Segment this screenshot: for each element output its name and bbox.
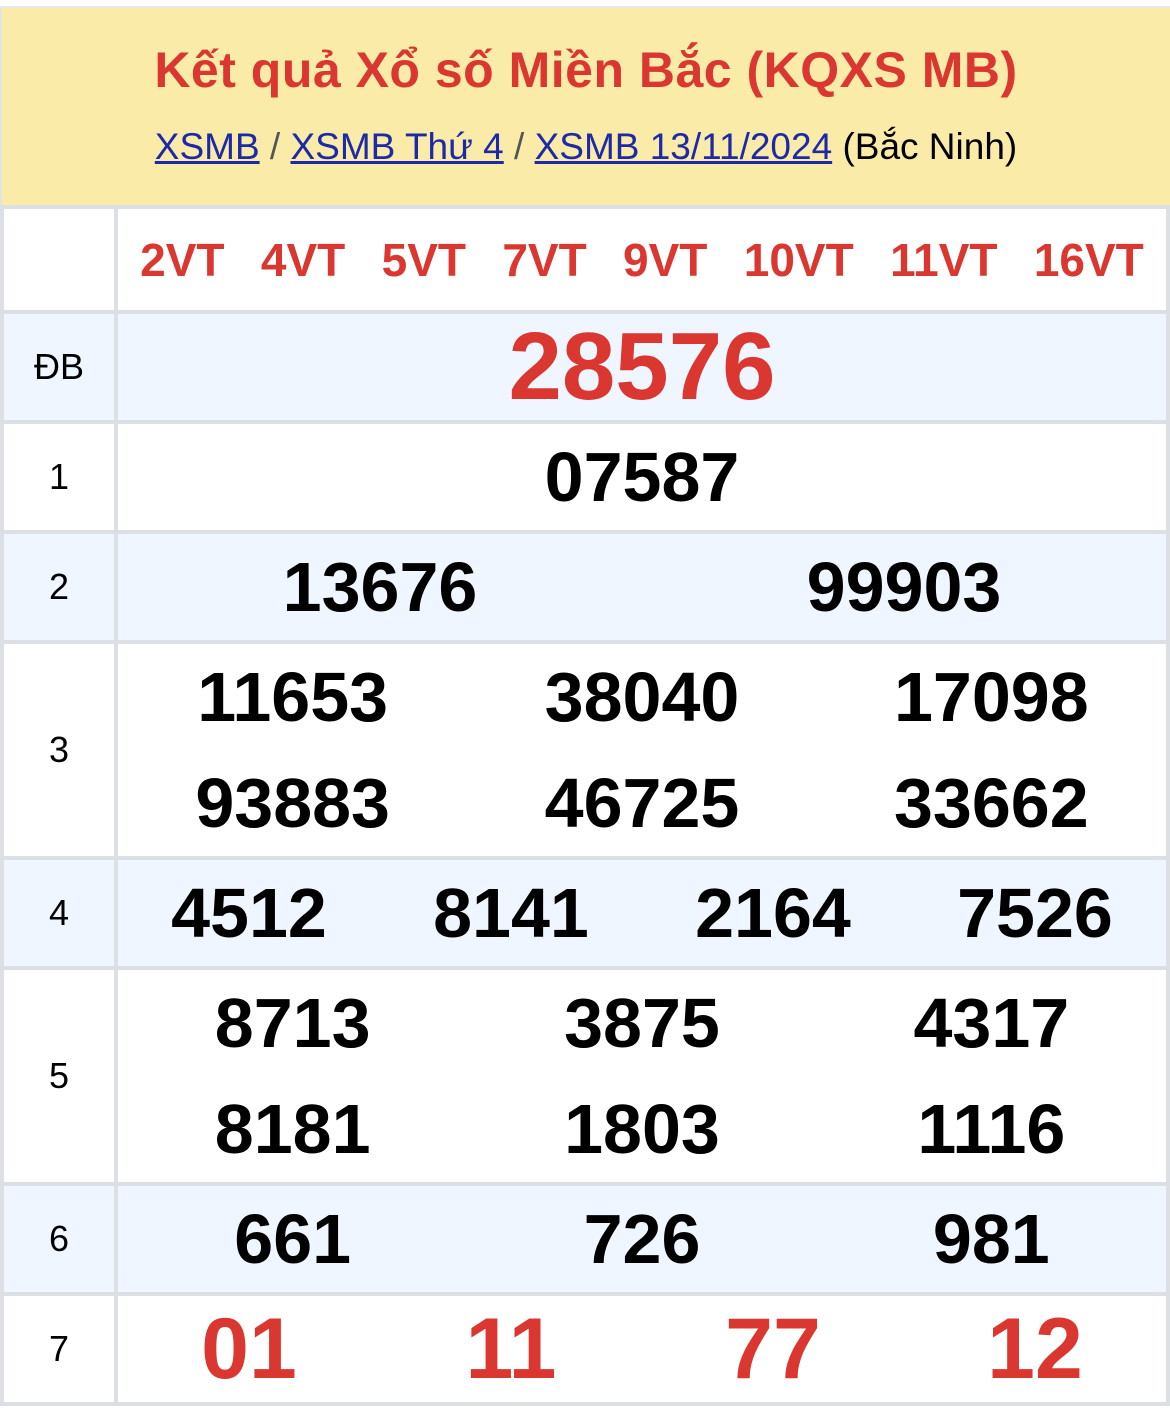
prize-number: 3875: [564, 984, 720, 1062]
results-table: 2VT 4VT 5VT 7VT 9VT 10VT 11VT 16VT ĐB 28…: [0, 205, 1170, 1406]
breadcrumb-separator: /: [269, 126, 281, 167]
codes-row: 2VT 4VT 5VT 7VT 9VT 10VT 11VT 16VT: [0, 205, 1170, 314]
prize-cell: 13676 99903: [114, 530, 1170, 644]
prize-cell: 01 11 77 12: [114, 1292, 1170, 1406]
results-header: Kết quả Xổ số Miền Bắc (KQXS MB) XSMB / …: [0, 6, 1170, 205]
prize-row-3: 3 11653 38040 17098 93883 46725 33662: [0, 640, 1170, 860]
prize-number: 661: [234, 1200, 352, 1278]
breadcrumb: XSMB / XSMB Thứ 4 / XSMB 13/11/2024 (Bắc…: [2, 126, 1170, 168]
prize-label: 1: [0, 420, 118, 534]
prize-number: 11: [465, 1300, 557, 1397]
prize-number: 99903: [806, 548, 1002, 626]
prize-cell: 4512 8141 2164 7526: [114, 856, 1170, 970]
results-panel: Kết quả Xổ số Miền Bắc (KQXS MB) XSMB / …: [0, 6, 1170, 1406]
prize-number: 4512: [171, 874, 327, 952]
prize-row-1: 1 07587: [0, 420, 1170, 534]
prize-cell: 11653 38040 17098 93883 46725 33662: [114, 640, 1170, 860]
prize-number: 8181: [214, 1090, 371, 1168]
breadcrumb-separator: /: [514, 126, 525, 167]
prize-label: 2: [0, 530, 118, 644]
breadcrumb-xsmb-date[interactable]: XSMB 13/11/2024: [534, 126, 833, 167]
code: 4VT: [260, 233, 346, 286]
prize-label: 7: [0, 1292, 118, 1406]
prize-number: 2164: [695, 874, 851, 952]
prize-number: 1803: [564, 1090, 720, 1168]
code: 7VT: [502, 233, 587, 286]
prize-number: 93883: [195, 764, 390, 842]
province-label: (Bắc Ninh): [842, 126, 1018, 167]
prize-number: 38040: [544, 658, 740, 736]
prize-label: 6: [0, 1182, 118, 1296]
code: 11VT: [890, 233, 998, 286]
code: 10VT: [743, 233, 854, 286]
prize-cell: 07587: [114, 420, 1170, 534]
code: 16VT: [1033, 233, 1144, 286]
breadcrumb-xsmb[interactable]: XSMB: [154, 126, 260, 167]
prize-number: 726: [583, 1200, 701, 1278]
prize-cell: 8713 3875 4317 8181 1803 1116: [114, 966, 1170, 1186]
breadcrumb-xsmb-thu-4[interactable]: XSMB Thứ 4: [290, 126, 504, 167]
codes-cell: 2VT 4VT 5VT 7VT 9VT 10VT 11VT 16VT: [114, 205, 1170, 314]
prize-row-5: 5 8713 3875 4317 8181 1803 1116: [0, 966, 1170, 1186]
prize-number: 07587: [544, 438, 740, 516]
page-title: Kết quả Xổ số Miền Bắc (KQXS MB): [154, 42, 1018, 98]
empty-cell: [0, 205, 118, 314]
prize-number: 77: [725, 1300, 821, 1397]
prize-label: 3: [0, 640, 118, 860]
special-prize-number: 28576: [508, 313, 776, 420]
prize-number: 33662: [893, 764, 1089, 842]
prize-cell: 661 726 981: [114, 1182, 1170, 1296]
prize-number: 8141: [433, 874, 589, 952]
prize-number: 8713: [214, 984, 371, 1062]
prize-number: 7526: [957, 874, 1113, 952]
prize-number: 17098: [893, 658, 1089, 736]
prize-row-7: 7 01 11 77 12: [0, 1292, 1170, 1406]
prize-number: 12: [987, 1300, 1083, 1397]
prize-number: 4317: [913, 984, 1070, 1062]
prize-number: 46725: [544, 764, 740, 842]
prize-number: 13676: [282, 548, 478, 626]
code: 5VT: [381, 233, 466, 286]
prize-label: ĐB: [0, 310, 118, 424]
prize-row-db: ĐB 28576: [0, 310, 1170, 424]
prize-cell: 28576: [114, 310, 1170, 424]
prize-number: 981: [932, 1200, 1050, 1278]
prize-label: 5: [0, 966, 118, 1186]
code: 9VT: [623, 233, 708, 286]
prize-row-4: 4 4512 8141 2164 7526: [0, 856, 1170, 970]
code: 2VT: [140, 233, 225, 286]
prize-number: 11653: [197, 658, 389, 736]
prize-row-6: 6 661 726 981: [0, 1182, 1170, 1296]
prize-label: 4: [0, 856, 118, 970]
prize-row-2: 2 13676 99903: [0, 530, 1170, 644]
prize-number: 01: [201, 1300, 297, 1397]
prize-number: 1116: [917, 1090, 1066, 1168]
